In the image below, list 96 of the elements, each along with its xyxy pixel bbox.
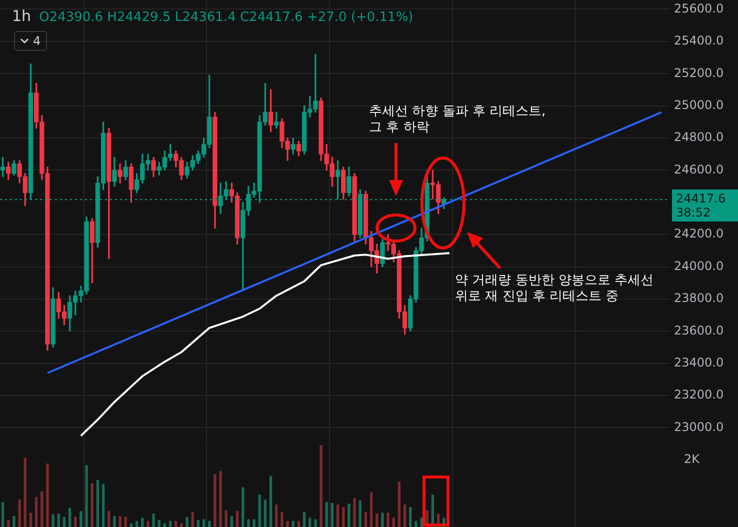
text: 2K (684, 452, 700, 466)
bar (40, 491, 44, 527)
bar (163, 523, 166, 527)
bar (336, 504, 340, 527)
bar (353, 498, 356, 527)
text: O24390.6 H24429.5 L24361.4 C24417.6 +27.0 (+0.11%) (39, 10, 414, 25)
y-tick-label: 25400.0 (674, 34, 724, 48)
bar (108, 511, 110, 527)
bar (68, 508, 72, 527)
bar (29, 512, 32, 527)
y-tick-label: 25600.0 (674, 1, 724, 16)
bar (386, 512, 390, 527)
y-tick-label: 23200.0 (674, 388, 724, 402)
annotation: 추세선 하향 돌파 후 리테스트, 그 후 하락 (369, 104, 546, 136)
y-tick-label: 24600.0 (674, 162, 724, 176)
bar (34, 497, 38, 527)
bar (308, 518, 312, 527)
bar (358, 500, 362, 527)
bar (330, 502, 334, 527)
bar (57, 514, 60, 527)
bar (152, 514, 155, 527)
bar (370, 492, 373, 527)
bar (113, 516, 116, 527)
bar (191, 512, 194, 527)
bar (102, 484, 105, 527)
bar (364, 512, 368, 527)
bar (224, 510, 228, 527)
bar (409, 506, 412, 527)
bar (46, 464, 49, 527)
bar (302, 512, 306, 527)
bar (264, 500, 267, 527)
bar (325, 502, 328, 527)
bar (292, 520, 294, 527)
bar (52, 514, 54, 527)
bar (320, 445, 322, 527)
bar (24, 458, 26, 527)
bar (80, 511, 82, 527)
bar (85, 465, 88, 527)
bar (214, 474, 216, 527)
bar (168, 520, 172, 527)
annotation: 4 (33, 34, 41, 48)
bar (124, 516, 127, 527)
y-tick-label: 24200.0 (674, 226, 724, 241)
bar (18, 500, 21, 527)
bar (1, 502, 4, 527)
chart-title: 1h (12, 7, 32, 25)
bar (219, 470, 222, 527)
text: 38:52 (676, 206, 711, 220)
bar (242, 487, 244, 527)
bar (348, 504, 350, 527)
y-tick-label: 25000.0 (674, 98, 724, 112)
annotation: 약 거래량 동반한 양봉으로 추세선 위로 재 진입 후 리테스트 중 (455, 273, 654, 305)
bar (252, 519, 256, 527)
bar (376, 514, 378, 527)
bar (286, 520, 289, 527)
bar (297, 520, 300, 527)
bar (269, 476, 272, 527)
bar (135, 520, 138, 527)
bar (275, 504, 278, 527)
bar (230, 516, 234, 527)
bar (236, 511, 239, 527)
bar (186, 516, 188, 527)
bar (258, 494, 261, 527)
bar (280, 512, 284, 527)
y-tick-label: 25200.0 (674, 66, 724, 80)
bar (414, 520, 418, 527)
bar (90, 483, 94, 527)
bar (146, 520, 150, 527)
bar (381, 512, 384, 527)
bar (74, 516, 77, 527)
bar (118, 516, 122, 527)
bar (342, 506, 345, 527)
bar (62, 516, 66, 527)
y-tick-label: 23600.0 (674, 323, 724, 338)
y-tick-label: 23400.0 (674, 355, 724, 370)
bar (158, 520, 160, 527)
ref-line-label: 24417.6 (676, 192, 726, 206)
bar (12, 516, 16, 527)
y-tick-label: 23000.0 (674, 420, 724, 434)
bar (208, 520, 211, 527)
bar (196, 520, 200, 527)
bar (398, 482, 401, 527)
bar (7, 520, 10, 527)
bar (130, 523, 133, 527)
bar (141, 518, 144, 527)
y-tick-label: 24800.0 (674, 130, 724, 144)
bar (202, 519, 206, 527)
bar (96, 480, 100, 527)
bar (247, 519, 250, 527)
bar (174, 520, 178, 527)
y-tick-label: 23800.0 (674, 291, 724, 306)
bar (392, 518, 395, 527)
bar (314, 519, 317, 527)
bar (403, 504, 406, 527)
y-tick-label: 24000.0 (674, 258, 724, 273)
bar (180, 523, 183, 527)
